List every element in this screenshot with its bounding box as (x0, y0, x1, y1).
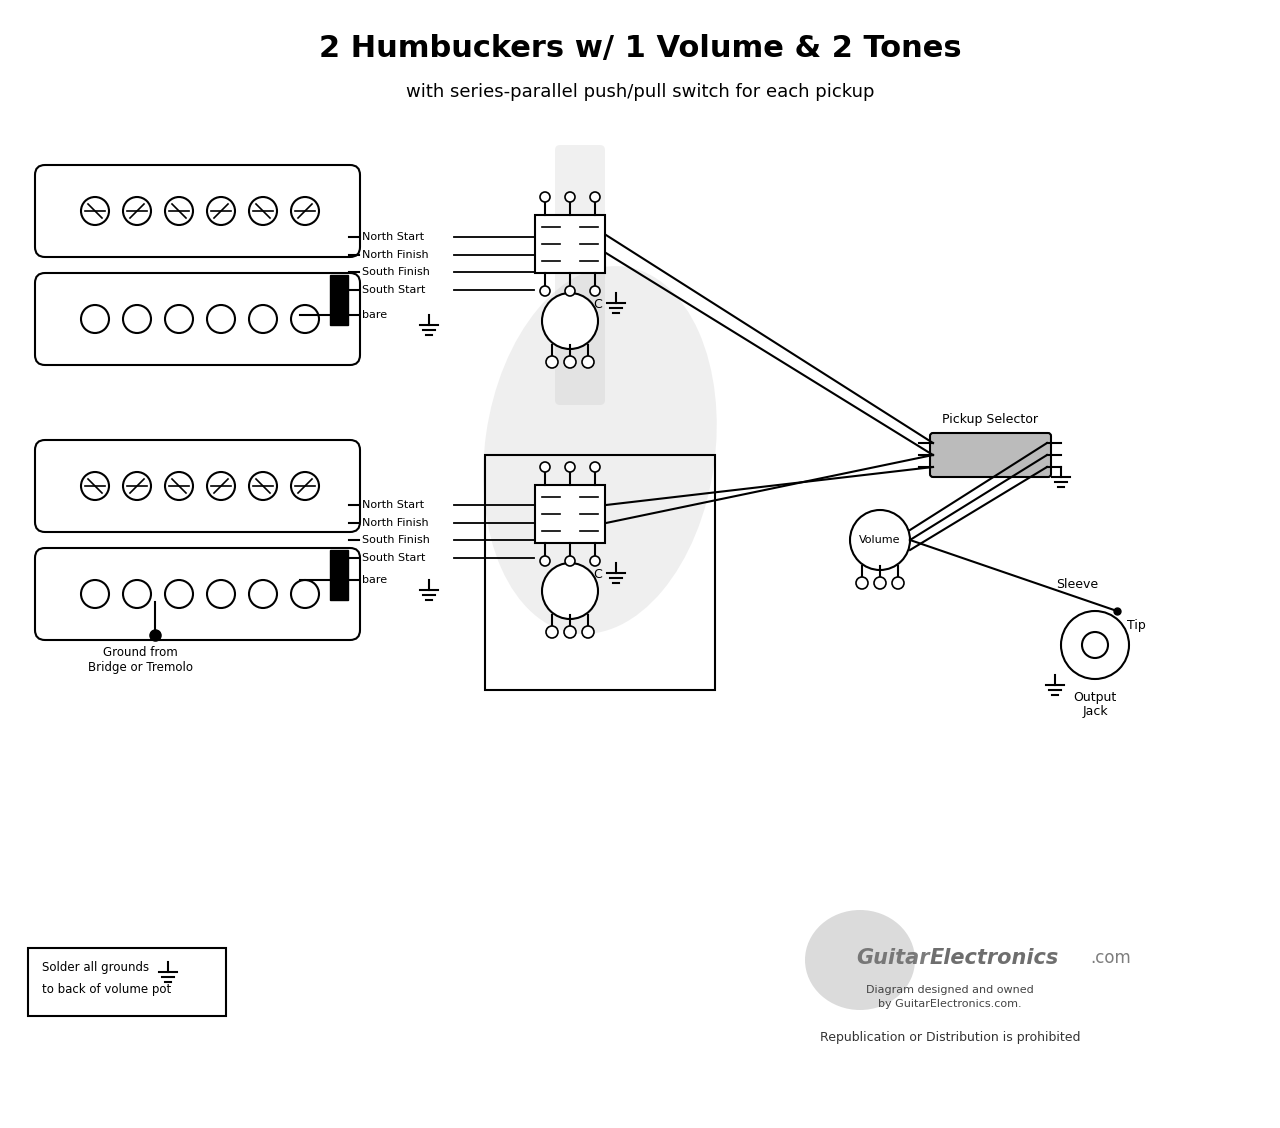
Circle shape (165, 305, 193, 333)
Circle shape (1061, 611, 1129, 679)
Text: .com: .com (1091, 949, 1130, 967)
Circle shape (590, 192, 600, 202)
Circle shape (250, 472, 276, 500)
Circle shape (81, 580, 109, 608)
Text: South Start: South Start (362, 285, 425, 296)
Circle shape (590, 556, 600, 566)
Text: bare: bare (362, 310, 387, 320)
Text: Guitar: Guitar (856, 948, 931, 968)
Circle shape (123, 580, 151, 608)
Circle shape (165, 472, 193, 500)
FancyBboxPatch shape (35, 273, 360, 365)
Circle shape (81, 197, 109, 224)
Circle shape (582, 356, 594, 368)
Text: Volume: Volume (859, 535, 901, 545)
Text: to back of volume pot: to back of volume pot (42, 984, 172, 996)
Bar (535, 485, 605, 543)
Circle shape (892, 578, 904, 589)
Circle shape (541, 293, 598, 349)
Text: C: C (594, 299, 603, 311)
Text: Solder all grounds: Solder all grounds (42, 961, 150, 975)
Circle shape (207, 197, 236, 224)
Circle shape (250, 305, 276, 333)
Text: South Finish: South Finish (362, 267, 430, 277)
Circle shape (564, 556, 575, 566)
Circle shape (1082, 632, 1108, 658)
Circle shape (564, 356, 576, 368)
Circle shape (564, 626, 576, 638)
Circle shape (165, 580, 193, 608)
Bar (330, 550, 348, 600)
Text: North Start: North Start (362, 232, 424, 243)
Circle shape (250, 197, 276, 224)
Circle shape (540, 192, 550, 202)
Bar (535, 215, 605, 273)
FancyBboxPatch shape (35, 165, 360, 257)
Text: with series-parallel push/pull switch for each pickup: with series-parallel push/pull switch fo… (406, 83, 874, 102)
Text: Diagram designed and owned: Diagram designed and owned (867, 985, 1034, 995)
Circle shape (81, 305, 109, 333)
Circle shape (123, 472, 151, 500)
Text: Ground from: Ground from (102, 646, 178, 660)
Circle shape (207, 472, 236, 500)
Circle shape (850, 510, 910, 570)
Ellipse shape (484, 266, 717, 634)
Circle shape (207, 305, 236, 333)
Text: Sleeve: Sleeve (1056, 579, 1098, 591)
Text: South Finish: South Finish (362, 535, 430, 545)
FancyBboxPatch shape (35, 440, 360, 532)
Circle shape (291, 580, 319, 608)
Text: 2 Humbuckers w/ 1 Volume & 2 Tones: 2 Humbuckers w/ 1 Volume & 2 Tones (319, 34, 961, 62)
Circle shape (123, 305, 151, 333)
Text: North Finish: North Finish (362, 518, 429, 528)
Bar (485, 455, 716, 690)
Text: North Start: North Start (362, 500, 424, 510)
Circle shape (81, 472, 109, 500)
Ellipse shape (805, 910, 915, 1010)
Circle shape (564, 287, 575, 296)
Circle shape (590, 462, 600, 472)
Circle shape (564, 192, 575, 202)
Text: South Start: South Start (362, 553, 425, 563)
Circle shape (540, 287, 550, 296)
Text: Output: Output (1074, 690, 1116, 704)
Circle shape (541, 563, 598, 619)
Text: Electronics: Electronics (931, 948, 1060, 968)
Bar (28, 948, 227, 1016)
Text: Republication or Distribution is prohibited: Republication or Distribution is prohibi… (819, 1031, 1080, 1045)
Circle shape (856, 578, 868, 589)
Circle shape (291, 472, 319, 500)
Text: North Finish: North Finish (362, 250, 429, 259)
Circle shape (547, 356, 558, 368)
Circle shape (207, 580, 236, 608)
Circle shape (123, 197, 151, 224)
Text: by GuitarElectronics.com.: by GuitarElectronics.com. (878, 999, 1021, 1010)
Circle shape (250, 580, 276, 608)
Circle shape (165, 197, 193, 224)
Text: Bridge or Tremolo: Bridge or Tremolo (87, 661, 192, 673)
Circle shape (582, 626, 594, 638)
Circle shape (540, 556, 550, 566)
Circle shape (540, 462, 550, 472)
Circle shape (291, 305, 319, 333)
Text: bare: bare (362, 575, 387, 585)
Circle shape (564, 462, 575, 472)
Circle shape (590, 287, 600, 296)
Circle shape (547, 626, 558, 638)
FancyBboxPatch shape (556, 146, 605, 405)
Text: Pickup Selector: Pickup Selector (942, 414, 1038, 426)
Text: Jack: Jack (1082, 705, 1107, 717)
Circle shape (291, 197, 319, 224)
Bar (330, 275, 348, 325)
FancyBboxPatch shape (931, 433, 1051, 477)
Text: C: C (594, 569, 603, 582)
Text: Tip: Tip (1126, 618, 1146, 632)
Circle shape (874, 578, 886, 589)
FancyBboxPatch shape (35, 548, 360, 640)
